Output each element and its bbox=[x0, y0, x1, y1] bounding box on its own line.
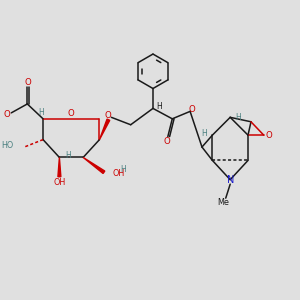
Text: HO: HO bbox=[2, 141, 14, 150]
Text: OH: OH bbox=[112, 169, 124, 178]
Text: H: H bbox=[38, 108, 43, 117]
Text: Me: Me bbox=[217, 198, 229, 207]
Text: O: O bbox=[25, 78, 32, 87]
Text: O: O bbox=[164, 137, 171, 146]
Text: H: H bbox=[120, 165, 126, 174]
Text: O: O bbox=[68, 109, 75, 118]
Polygon shape bbox=[83, 158, 105, 173]
Text: OH: OH bbox=[53, 178, 65, 187]
Text: O: O bbox=[104, 111, 111, 120]
Text: O: O bbox=[4, 110, 11, 118]
Text: O: O bbox=[189, 105, 196, 114]
Text: H: H bbox=[65, 152, 71, 160]
Polygon shape bbox=[58, 158, 61, 177]
Text: H: H bbox=[236, 113, 241, 122]
Text: O: O bbox=[266, 130, 272, 140]
Text: H: H bbox=[201, 129, 207, 138]
Text: N: N bbox=[226, 175, 234, 185]
Polygon shape bbox=[100, 119, 110, 140]
Text: H: H bbox=[157, 101, 162, 110]
